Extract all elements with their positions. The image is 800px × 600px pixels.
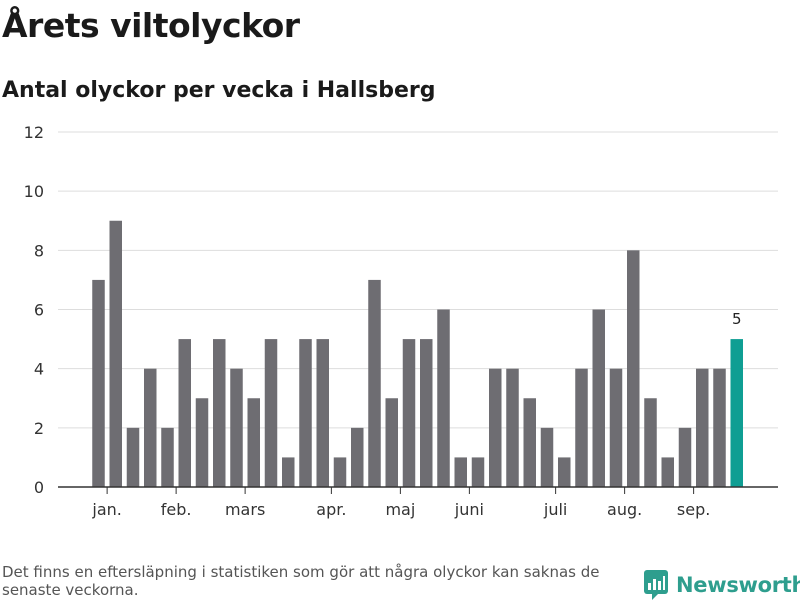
bar [609,368,623,487]
brand-name: Newsworthy [676,573,800,597]
bar [126,427,140,487]
bar [402,339,416,487]
x-tick-label: jan. [91,500,121,519]
x-tick-label: juni [454,500,484,519]
bar [506,368,519,487]
bar [230,368,243,487]
bar [213,339,226,487]
y-tick-label: 12 [24,123,44,142]
bar-current-week [730,339,743,487]
bar [575,368,588,487]
bar [178,339,191,487]
bar [540,427,554,487]
bar [195,398,209,487]
bar [437,309,450,487]
footnote: Det finns en eftersläpning i statistiken… [2,563,600,599]
chart-subtitle: Antal olyckor per vecka i Hallsberg [2,78,436,103]
x-tick-label: mars [225,500,265,519]
bar [333,457,347,487]
bar [592,309,605,487]
bar [247,398,260,487]
y-tick-label: 8 [34,241,44,260]
data-label: 5 [732,310,742,328]
y-tick-label: 10 [24,182,44,201]
bar [351,427,364,487]
y-tick-label: 0 [34,478,44,497]
bar [264,339,278,487]
bar [385,398,398,487]
bar [282,457,295,487]
y-tick-label: 2 [34,419,44,438]
newsworthy-logo-icon [644,570,668,600]
bar [661,457,674,487]
brand-logo: Newsworthy [644,570,800,600]
bar [678,427,692,487]
bar [471,457,485,487]
bar [299,339,312,487]
bar [696,368,709,487]
x-tick-label: juli [543,500,567,519]
bar [644,398,657,487]
bar [454,457,467,487]
bar [161,427,174,487]
page-title: Årets viltolyckor [2,6,300,45]
bar [523,398,536,487]
y-tick-label: 6 [34,301,44,320]
bar [368,279,381,487]
bar [109,220,122,487]
bar [627,250,640,487]
bar-chart: 0 2 4 6 8 10 12 5 jan. feb. mars apr. maj juni juli aug… [24,123,778,519]
x-tick-label: maj [385,500,415,519]
bar [558,457,571,487]
x-tick-label: apr. [316,500,346,519]
x-tick-label: aug. [607,500,642,519]
y-tick-label: 4 [34,360,44,379]
bar [420,339,433,487]
bar [316,339,329,487]
bar [713,368,726,487]
bar [92,279,105,487]
bar [144,368,157,487]
bar [489,368,502,487]
x-tick-label: sep. [677,500,710,519]
x-tick-label: feb. [161,500,192,519]
